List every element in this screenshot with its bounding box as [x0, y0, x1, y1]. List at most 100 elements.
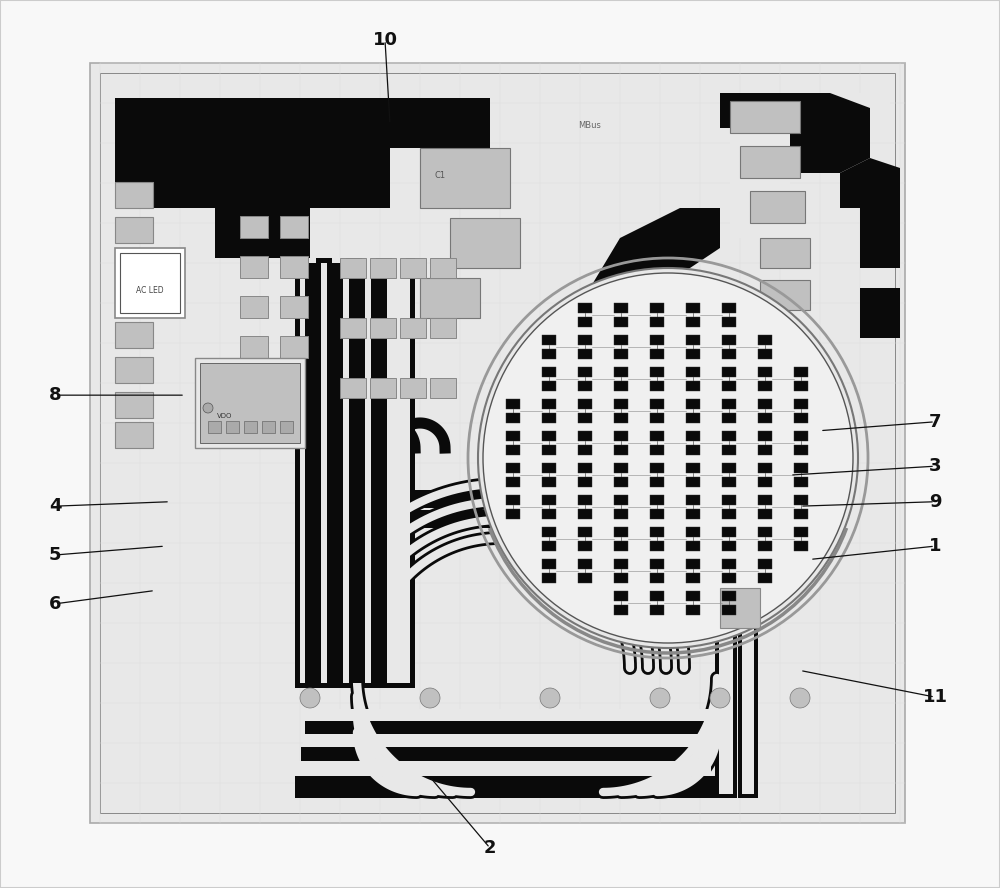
Text: VDO: VDO — [217, 413, 233, 419]
Bar — [392, 258, 406, 678]
Text: 2: 2 — [484, 839, 496, 857]
Bar — [715, 448, 737, 798]
Bar — [614, 509, 628, 519]
Bar — [578, 303, 592, 313]
Bar — [280, 336, 308, 358]
Bar — [722, 573, 736, 583]
Bar — [542, 445, 556, 455]
Bar — [542, 495, 556, 505]
Text: C1: C1 — [434, 171, 446, 180]
Bar — [506, 445, 520, 455]
Bar — [742, 452, 754, 794]
Text: 6: 6 — [49, 595, 61, 613]
Bar — [722, 335, 736, 345]
Polygon shape — [590, 208, 720, 358]
Bar — [650, 463, 664, 473]
Text: 1: 1 — [929, 537, 941, 555]
Bar — [740, 146, 800, 178]
Bar — [542, 381, 556, 391]
Bar — [362, 258, 376, 678]
Bar — [730, 101, 800, 133]
Bar — [758, 399, 772, 409]
Bar — [115, 217, 153, 243]
Bar — [349, 263, 365, 683]
Bar — [226, 421, 239, 433]
Bar — [327, 263, 343, 683]
Bar — [200, 363, 300, 443]
Bar — [686, 431, 700, 441]
Bar — [614, 335, 628, 345]
Bar — [244, 421, 257, 433]
Bar — [650, 559, 664, 569]
Text: AC LED: AC LED — [136, 286, 164, 295]
Bar — [506, 399, 520, 409]
Bar — [542, 335, 556, 345]
Bar — [686, 413, 700, 423]
Bar — [686, 527, 700, 537]
Bar — [614, 431, 628, 441]
Bar — [400, 258, 426, 278]
Bar — [340, 318, 366, 338]
Bar — [614, 303, 628, 313]
Bar — [750, 191, 805, 223]
Circle shape — [203, 403, 213, 413]
Bar — [115, 322, 153, 348]
Bar — [614, 381, 628, 391]
Bar — [758, 559, 772, 569]
Bar — [415, 510, 515, 528]
Bar — [722, 349, 736, 359]
Bar — [614, 367, 628, 377]
Circle shape — [650, 688, 670, 708]
Bar — [299, 761, 711, 776]
Bar — [115, 182, 153, 208]
Bar — [794, 477, 808, 487]
Bar — [578, 335, 592, 345]
Bar — [686, 349, 700, 359]
Bar — [578, 317, 592, 327]
Bar — [301, 747, 711, 761]
Bar — [719, 452, 733, 794]
Bar — [542, 527, 556, 537]
Bar — [758, 477, 772, 487]
Bar — [650, 509, 664, 519]
Bar — [722, 541, 736, 551]
Bar — [542, 431, 556, 441]
Bar — [686, 509, 700, 519]
Bar — [280, 421, 293, 433]
Bar — [722, 605, 736, 615]
Bar — [758, 495, 772, 505]
Bar — [542, 463, 556, 473]
Text: 9: 9 — [929, 493, 941, 511]
Bar — [340, 378, 366, 398]
Bar — [614, 463, 628, 473]
Bar — [794, 541, 808, 551]
Bar — [650, 317, 664, 327]
Bar — [415, 490, 515, 508]
Bar — [295, 258, 415, 688]
Bar — [305, 721, 711, 734]
Text: 11: 11 — [922, 688, 948, 706]
Bar — [340, 258, 366, 278]
Bar — [650, 431, 664, 441]
Bar — [100, 73, 895, 813]
Bar — [303, 734, 711, 747]
Bar — [650, 591, 664, 601]
Bar — [115, 357, 153, 383]
Bar — [614, 573, 628, 583]
Bar — [542, 509, 556, 519]
Bar — [415, 788, 610, 798]
Bar — [208, 421, 221, 433]
Bar — [614, 495, 628, 505]
Bar — [722, 463, 736, 473]
Bar — [614, 605, 628, 615]
Bar — [794, 381, 808, 391]
Bar — [542, 367, 556, 377]
Bar — [686, 399, 700, 409]
Bar — [686, 477, 700, 487]
Bar — [578, 495, 592, 505]
Bar — [650, 303, 664, 313]
Bar — [578, 367, 592, 377]
Bar — [578, 349, 592, 359]
Polygon shape — [840, 158, 900, 208]
Bar — [650, 605, 664, 615]
